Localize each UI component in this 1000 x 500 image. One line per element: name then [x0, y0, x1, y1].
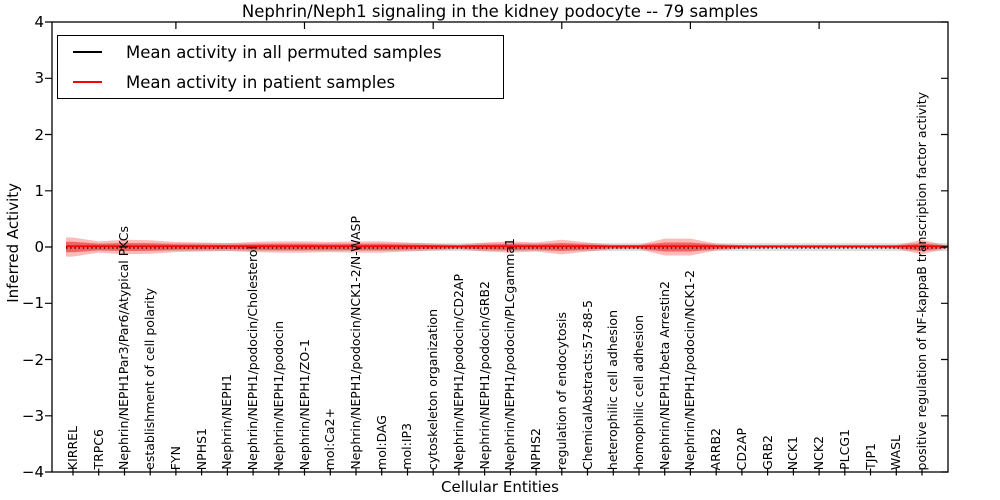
entity-label: NCK2 [811, 435, 827, 470]
y-tick-label: −1 [21, 294, 44, 313]
y-tick-label: −4 [21, 463, 44, 481]
entity-label: Nephrin/NEPH1/beta Arrestin2 [656, 281, 672, 470]
entity-label: Nephrin/NEPH1/podocin/GRB2 [476, 281, 492, 470]
axis-ticks [45, 21, 948, 476]
entity-label: ARRB2 [708, 427, 724, 470]
entity-label: Nephrin/NEPH1/podocin [270, 320, 286, 470]
entity-label: Nephrin/NEPH1/podocin/PLCgamma1 [502, 237, 518, 470]
entity-label: NCK1 [785, 435, 801, 470]
entity-label: ChemicalAbstracts:57-88-5 [579, 300, 595, 470]
entity-label: TJP1 [862, 443, 878, 470]
entity-label: Nephrin/NEPH1/podocin/NCK1-2/N-WASP [347, 216, 363, 470]
x-axis-label: Cellular Entities [441, 478, 559, 496]
y-tick-label: −2 [21, 350, 44, 369]
entity-label: PLCG1 [836, 429, 852, 470]
entity-label: GRB2 [759, 435, 775, 470]
entity-label: Nephrin/NEPH1/podocin/NCK1-2 [682, 269, 698, 470]
chart-title: Nephrin/Neph1 signaling in the kidney po… [241, 2, 759, 21]
entity-label: TRPC6 [90, 429, 106, 470]
entity-label: Nephrin/NEPH1/podocin/CD2AP [450, 273, 466, 470]
entity-label: establishment of cell polarity [142, 288, 158, 470]
entity-label: FYN [167, 445, 183, 470]
y-tick-label: 0 [34, 238, 44, 256]
entity-label: WASL [888, 434, 904, 470]
y-tick-label: 2 [34, 125, 44, 144]
entity-label: NPHS1 [193, 427, 209, 470]
entity-label: CD2AP [733, 427, 749, 470]
entity-label: cytoskeleton organization [425, 308, 441, 470]
entity-label: regulation of endocytosis [553, 312, 569, 470]
y-tick-label: 4 [34, 13, 44, 31]
legend-item-permuted: Mean activity in all permuted samples [58, 38, 503, 66]
legend-label-permuted: Mean activity in all permuted samples [126, 42, 442, 62]
legend-item-patient: Mean activity in patient samples [58, 68, 503, 96]
entity-label: Nephrin/NEPH1/podocin/Cholesterol [245, 245, 261, 470]
entity-label: mol:Ca2+ [322, 407, 338, 470]
legend: Mean activity in all permuted samples Me… [57, 35, 504, 99]
y-tick-label: 3 [34, 69, 44, 88]
entity-label: Nephrin/NEPH1/ZO-1 [296, 338, 312, 470]
entity-label: Nephrin/NEPH1Par3/Par6/Atypical PKCs [116, 226, 132, 470]
entity-label: mol:IP3 [399, 423, 415, 470]
entity-label: Nephrin/NEPH1 [219, 374, 235, 470]
entity-label: NPHS2 [528, 427, 544, 470]
y-tick-label: −3 [21, 406, 44, 425]
red-line-sample-icon [73, 81, 102, 83]
entity-label: positive regulation of NF-kappaB transcr… [913, 91, 929, 470]
legend-label-patient: Mean activity in patient samples [126, 72, 396, 92]
black-line-sample-icon [73, 51, 102, 53]
y-tick-label: 1 [34, 181, 44, 200]
entity-label: homophilic cell adhesion [630, 315, 646, 470]
entity-label: mol:DAG [373, 415, 389, 470]
entity-label: heterophilic cell adhesion [605, 309, 621, 470]
entity-label: KIRREL [65, 425, 80, 470]
